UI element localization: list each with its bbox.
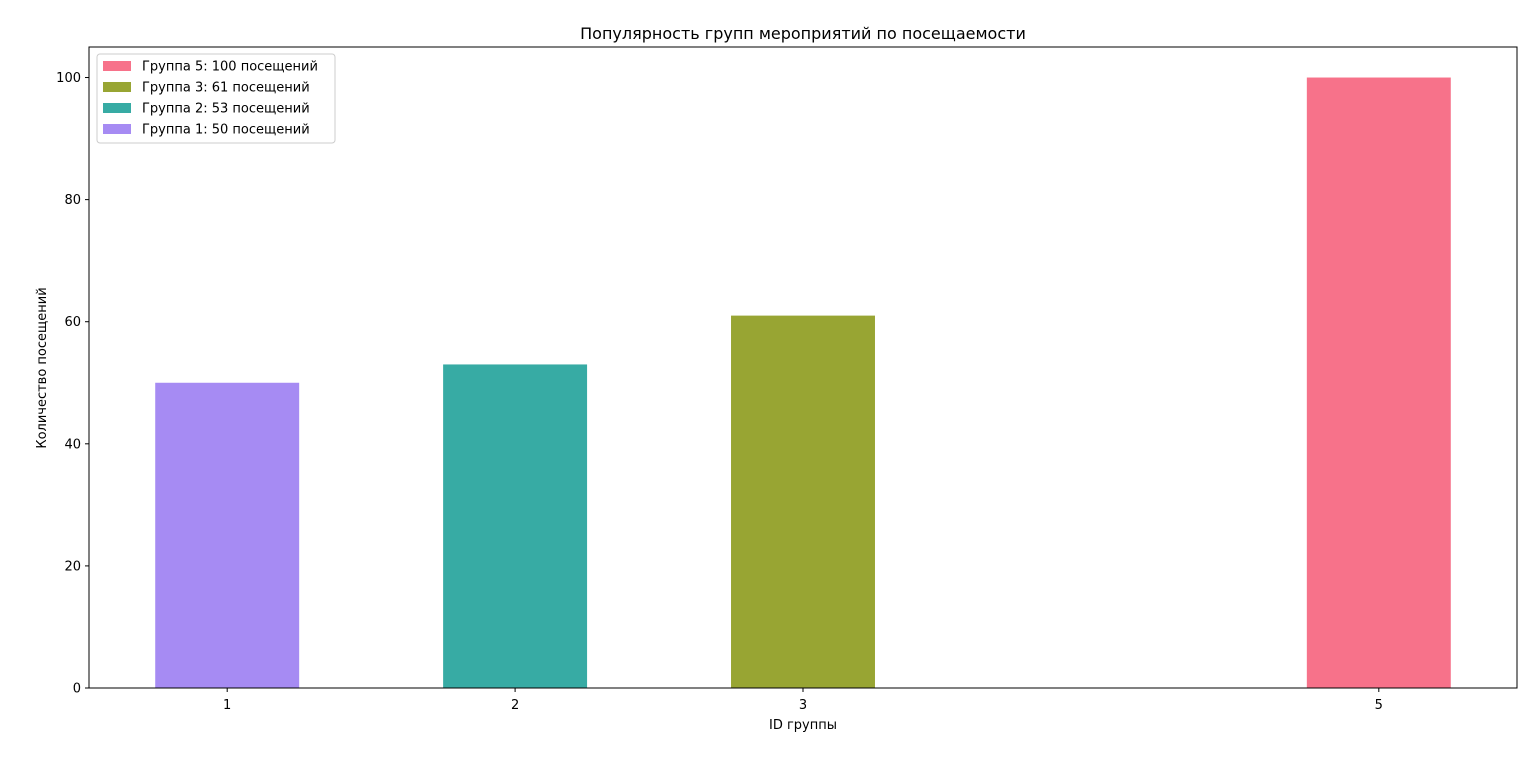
legend-frame xyxy=(96,53,336,144)
legend-swatch xyxy=(103,82,131,92)
bar-group-2 xyxy=(443,364,588,688)
legend-item-label: Группа 5: 100 посещений xyxy=(142,60,318,75)
legend-swatch xyxy=(103,61,131,71)
y-tick-label: 40 xyxy=(64,437,81,452)
bar-group-3 xyxy=(731,315,875,688)
bars-group xyxy=(155,77,1451,689)
y-axis-ticks: 0 20 40 60 80 100 xyxy=(56,71,89,697)
x-tick-label: 1 xyxy=(223,698,231,713)
plot-frame xyxy=(88,46,1518,689)
x-axis-label: ID группы xyxy=(769,718,837,733)
y-tick-label: 60 xyxy=(64,315,81,330)
legend-swatch xyxy=(103,124,131,134)
chart-title: Популярность групп мероприятий по посеща… xyxy=(580,24,1026,43)
y-tick-label: 0 xyxy=(73,682,81,697)
legend: Группа 5: 100 посещений Группа 3: 61 посе… xyxy=(96,53,336,144)
x-axis-ticks: 1 2 3 5 xyxy=(223,688,1383,713)
bar-group-5 xyxy=(1306,77,1451,689)
x-tick-label: 5 xyxy=(1375,698,1383,713)
y-axis-label: Количество посещений xyxy=(35,287,50,448)
y-tick-label: 80 xyxy=(64,193,81,208)
legend-item-label: Группа 3: 61 посещений xyxy=(142,81,310,96)
y-tick-label: 20 xyxy=(64,559,81,574)
bar-group-1 xyxy=(155,382,300,688)
legend-item-label: Группа 1: 50 посещений xyxy=(142,123,310,138)
y-tick-label: 100 xyxy=(56,71,81,86)
x-tick-label: 2 xyxy=(511,698,519,713)
x-tick-label: 3 xyxy=(799,698,807,713)
legend-item-label: Группа 2: 53 посещений xyxy=(142,102,310,117)
legend-swatch xyxy=(103,103,131,113)
